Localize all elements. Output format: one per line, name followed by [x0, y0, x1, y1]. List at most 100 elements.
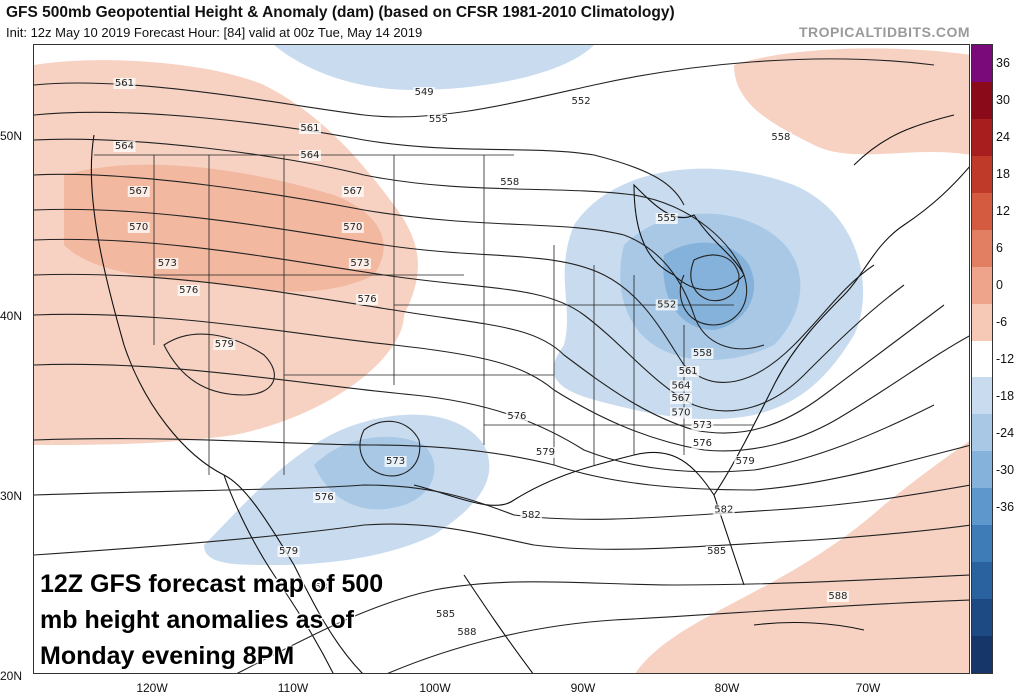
contour-label: 576 — [507, 411, 526, 422]
colorbar-segment — [972, 636, 992, 674]
contour-label-bg — [413, 87, 436, 98]
contour-label-bg — [826, 591, 849, 602]
coastlines — [90, 114, 969, 673]
contour-label-bg — [769, 132, 792, 143]
contour-label-bg — [434, 609, 457, 620]
contour-label: 582 — [315, 582, 334, 593]
contour-label: 579 — [279, 546, 298, 557]
lat-label-40n: 40N — [0, 309, 23, 323]
contour-label-bg — [127, 186, 150, 197]
contour-label: 552 — [657, 299, 676, 310]
contour-label: 549 — [415, 87, 434, 98]
contour-label: 561 — [679, 366, 698, 377]
contour-label: 576 — [179, 285, 198, 296]
contour-label-bg — [341, 186, 364, 197]
colorbar-label: 36 — [996, 56, 1010, 71]
caption-line-3: Monday evening 8PM — [40, 642, 295, 670]
contour-label: 555 — [429, 114, 448, 125]
contour-label: 585 — [707, 546, 726, 557]
contour-label-bg — [313, 582, 336, 593]
contour-label: 576 — [358, 294, 377, 305]
forecast-map: 561 549 552 555 561 564 564 558 558 567 567 555 570 5… — [33, 44, 970, 674]
contour-label-bg — [113, 141, 136, 152]
anomaly-colorbar — [971, 44, 993, 674]
colorbar-segment — [972, 118, 992, 157]
lon-label-90w: 90W — [570, 681, 596, 695]
lat-label-30n: 30N — [0, 489, 23, 503]
contour-label: 582 — [714, 505, 733, 516]
contour-label: 579 — [215, 339, 234, 350]
lat-label-50n: 50N — [0, 129, 23, 143]
colorbar-segment — [972, 599, 992, 637]
contour-label: 558 — [771, 132, 790, 143]
contour-label-bg — [298, 123, 321, 134]
contour-label-bg — [277, 546, 300, 557]
contour-label-bg — [655, 299, 678, 311]
state-borders — [94, 154, 754, 475]
colorbar-segment — [972, 45, 992, 83]
contour-label-bg — [384, 456, 407, 467]
colorbar-label: -24 — [996, 425, 1015, 440]
colorbar-label: 24 — [996, 130, 1010, 145]
colorbar-segment — [972, 303, 992, 342]
contour-label: 564 — [115, 141, 134, 152]
contour-label-bg — [348, 258, 371, 269]
colorbar-segment — [972, 451, 992, 489]
contour-label-bg — [427, 114, 450, 125]
colorbar-label: -18 — [996, 388, 1015, 403]
contour-label: 573 — [386, 456, 405, 467]
colorbar-segment — [972, 192, 992, 231]
caption-overlay: 12Z GFS forecast map of 500 mb height an… — [40, 566, 440, 674]
contour-label-bg — [691, 420, 714, 431]
positive-anomaly-southeast — [635, 441, 969, 673]
contour-label: 570 — [671, 407, 690, 418]
contour-label-bg — [298, 150, 321, 161]
brand-watermark[interactable]: TROPICALTIDBITS.COM — [798, 24, 970, 40]
contour-label-bg — [669, 407, 692, 419]
colorbar-label: -30 — [996, 462, 1015, 477]
contour-label-bg — [498, 177, 521, 188]
contour-label-bg — [705, 546, 728, 557]
lon-label-120w: 120W — [136, 681, 168, 695]
height-contours — [34, 58, 969, 673]
map-title: GFS 500mb Geopotential Height & Anomaly … — [6, 4, 675, 21]
colorbar-label: 12 — [996, 204, 1010, 219]
contour-label-bg — [570, 96, 593, 107]
contour-label: 561 — [300, 123, 319, 134]
contour-label-bg — [712, 504, 735, 516]
contour-label: 576 — [693, 438, 712, 449]
contour-label-bg — [655, 213, 678, 224]
contour-label: 585 — [436, 609, 455, 620]
contour-label-bg — [505, 411, 528, 422]
contour-label: 567 — [671, 393, 690, 404]
contour-label: 582 — [522, 510, 541, 521]
contour-label-bg — [520, 510, 543, 521]
caption-line-1: 12Z GFS forecast map of 500 — [40, 570, 384, 598]
colorbar-segment — [972, 414, 992, 452]
negative-anomaly-north — [274, 45, 594, 90]
colorbar-label: 30 — [996, 93, 1010, 108]
contour-label: 588 — [828, 591, 847, 602]
contour-label: 564 — [671, 380, 690, 391]
colorbar-segment — [972, 488, 992, 526]
contour-label-bg — [677, 366, 700, 377]
contour-label-bg — [534, 447, 557, 458]
map-subtitle: Init: 12z May 10 2019 Forecast Hour: [84… — [6, 25, 423, 40]
contour-label: 573 — [350, 258, 369, 269]
colorbar-segment — [972, 81, 992, 120]
contour-label: 573 — [158, 258, 177, 269]
colorbar-label: -12 — [996, 352, 1015, 366]
lon-label-70w: 70W — [855, 681, 881, 695]
colorbar-segment — [972, 377, 992, 415]
colorbar-segment — [972, 562, 992, 600]
contour-label-bg — [691, 348, 714, 359]
contour-label: 570 — [343, 222, 362, 233]
positive-anomaly-northeast — [734, 48, 969, 155]
colorbar-label: 18 — [996, 167, 1010, 182]
contour-label-bg — [156, 258, 179, 269]
contour-label-bg — [734, 456, 757, 467]
colorbar-segment — [972, 340, 992, 378]
contour-label: 567 — [343, 186, 362, 197]
contour-label: 567 — [129, 186, 148, 197]
